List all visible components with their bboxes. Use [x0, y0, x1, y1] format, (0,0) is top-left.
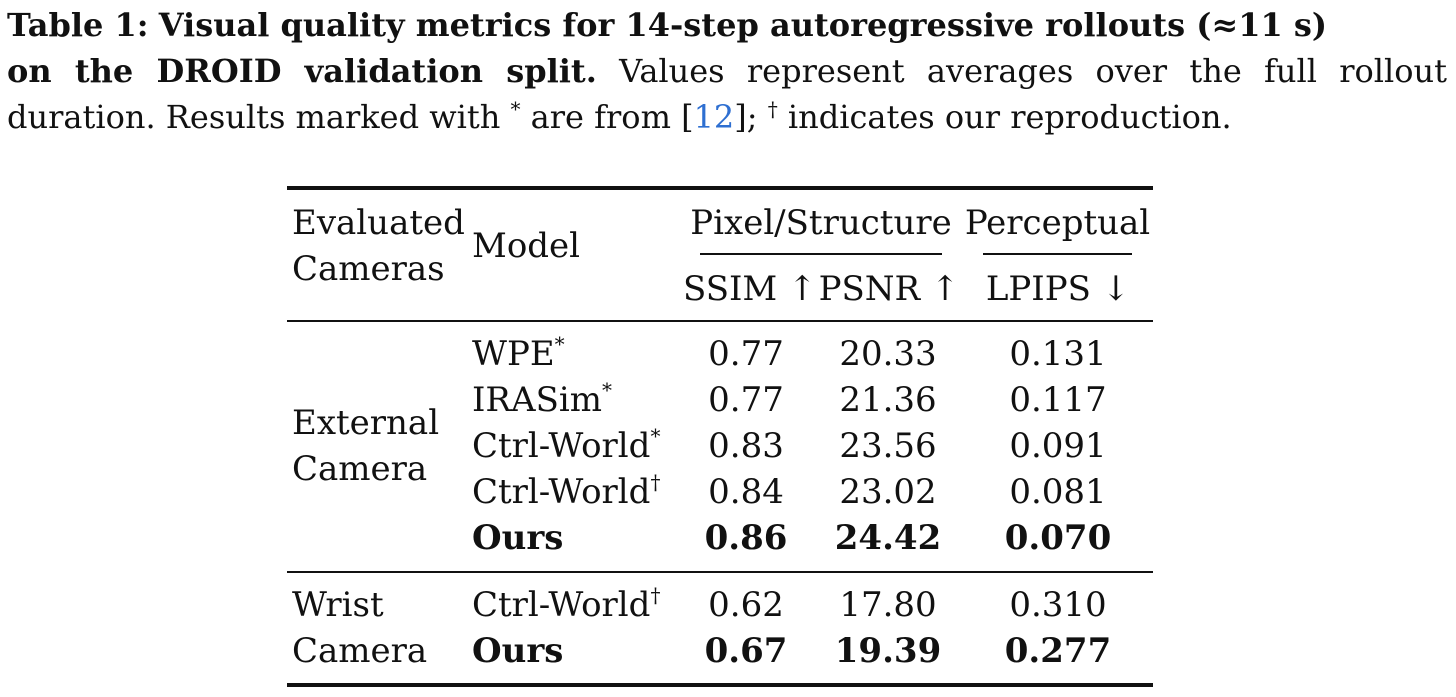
caption-text: Values represent averages over the full …	[619, 52, 1448, 90]
model-mark: †	[650, 583, 661, 607]
ssim-value: 0.86	[704, 518, 788, 558]
caption-line-1: Table 1: Visual quality metrics for 14-s…	[7, 2, 1447, 48]
caption-text: indicates our reproduction.	[787, 98, 1232, 136]
header-lpips: LPIPS ↓	[985, 269, 1131, 309]
header-group-perceptual: Perceptual	[964, 203, 1151, 243]
caption-text: ];	[734, 98, 758, 136]
header-group-pixel-structure: Pixel/Structure	[690, 203, 952, 243]
model-mark: †	[650, 470, 661, 494]
model-label: Ctrl-World	[472, 585, 651, 625]
caption-text: are from [	[530, 98, 694, 136]
psnr-value: 24.42	[834, 518, 942, 558]
ssim-value: 0.77	[708, 380, 784, 420]
dagger-mark: †	[767, 97, 778, 121]
pixel-group-rule	[700, 253, 942, 255]
header-model: Model	[472, 226, 581, 266]
perceptual-group-rule	[983, 253, 1132, 255]
model-name: Ours	[472, 518, 564, 558]
group-label-camera: Camera	[292, 449, 428, 489]
psnr-value: 23.56	[839, 426, 937, 466]
lpips-value: 0.117	[1009, 380, 1107, 420]
lpips-value: 0.091	[1009, 426, 1107, 466]
header-ssim: SSIM ↑	[683, 269, 817, 309]
model-label: IRASim	[472, 380, 602, 420]
model-mark: *	[554, 332, 565, 356]
lpips-value: 0.310	[1009, 585, 1107, 625]
caption-label: Table 1:	[7, 6, 149, 44]
group-separator-rule	[287, 571, 1153, 573]
group-label-camera: Camera	[292, 631, 428, 671]
model-name: Ours	[472, 631, 564, 671]
header-evaluated: Evaluated	[292, 203, 465, 243]
model-name: Ctrl-World†	[472, 472, 660, 512]
model-label: WPE	[472, 334, 555, 374]
header-mid-rule	[287, 320, 1153, 322]
psnr-value: 17.80	[839, 585, 937, 625]
table-top-rule	[287, 186, 1153, 190]
caption-line-3: duration. Results marked with * are from…	[7, 94, 1447, 140]
model-label: Ctrl-World	[472, 426, 651, 466]
psnr-value: 20.33	[839, 334, 937, 374]
model-mark: *	[602, 378, 612, 402]
model-name: IRASim*	[472, 380, 612, 420]
ssim-value: 0.62	[708, 585, 784, 625]
ssim-value: 0.67	[704, 631, 788, 671]
psnr-value: 19.39	[834, 631, 942, 671]
ssim-value: 0.84	[708, 472, 784, 512]
lpips-value: 0.070	[1004, 518, 1112, 558]
header-cameras: Cameras	[292, 249, 445, 289]
star-mark: *	[510, 97, 521, 121]
lpips-value: 0.277	[1004, 631, 1112, 671]
ssim-value: 0.83	[708, 426, 784, 466]
table-bottom-rule	[287, 683, 1153, 687]
caption-line-2: on the DROID validation split. Values re…	[7, 48, 1447, 94]
group-label-external: External	[292, 403, 440, 443]
caption-bold-title: Visual quality metrics for 14-step autor…	[158, 6, 1328, 44]
header-psnr: PSNR ↑	[818, 269, 960, 309]
ssim-value: 0.77	[708, 334, 784, 374]
group-label-wrist: Wrist	[292, 585, 384, 625]
model-name: WPE*	[472, 334, 565, 374]
caption-text: duration. Results marked with	[7, 98, 501, 136]
caption-bold-title-cont: on the DROID validation split.	[7, 52, 597, 90]
model-name: Ctrl-World†	[472, 585, 660, 625]
psnr-value: 23.02	[839, 472, 937, 512]
lpips-value: 0.131	[1009, 334, 1107, 374]
citation-link[interactable]: 12	[693, 98, 735, 136]
model-mark: *	[650, 424, 661, 448]
table-caption: Table 1: Visual quality metrics for 14-s…	[7, 2, 1447, 140]
model-label: Ctrl-World	[472, 472, 651, 512]
model-name: Ctrl-World*	[472, 426, 660, 466]
lpips-value: 0.081	[1009, 472, 1107, 512]
psnr-value: 21.36	[839, 380, 937, 420]
